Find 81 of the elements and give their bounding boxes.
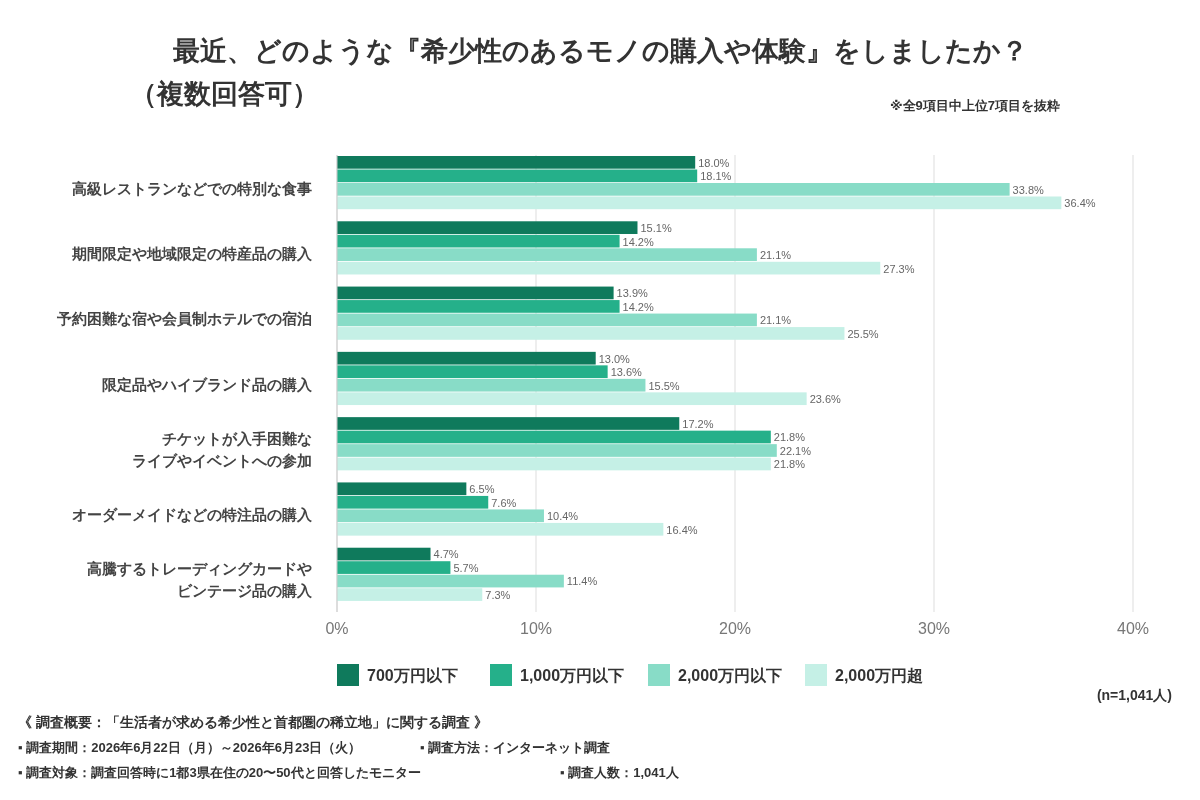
data-label: 21.8% [773,431,806,444]
bar [337,444,777,457]
y-tick-label: オーダーメイドなどの特注品の購入 [72,506,313,524]
y-tick-label: 限定品やハイブランド品の購入 [102,375,313,393]
data-label: 21.1% [759,249,792,262]
data-label: 36.4% [1064,197,1096,210]
text: ▪ 調査方法：インターネット調査 [420,740,611,755]
y-tick-label: チケットが入手困難なライブやイベントへの参加 [132,429,312,469]
y-tick-label: 予約困難な宿や会員制ホテルでの宿泊 [56,310,312,328]
data-label: 21.8% [773,458,806,471]
bar [337,509,544,523]
data-label: 18.0% [698,156,730,169]
data-label: 10.4% [546,510,579,523]
data-label: 22.1% [779,444,812,457]
bar [337,365,608,379]
data-label: 4.7% [433,548,459,561]
legend-label: 2,000万円超 [835,667,924,684]
data-label: 15.5% [648,379,680,392]
data-label: 13.9% [616,287,649,300]
data-label: 16.4% [666,523,698,536]
bar [337,561,451,574]
bar [337,588,483,601]
text: ▪ 調査期間：2026年6月22日（月）～2026年6月23日（火） [18,740,362,755]
bar [337,430,771,444]
bar [337,547,431,561]
data-label: 11.4% [566,575,598,588]
bar [337,261,881,275]
data-label: 7.3% [485,588,511,601]
bar [337,457,771,471]
y-tick-label: 高騰するトレーディングカードやビンテージ品の購入 [87,560,313,600]
bar [337,482,467,496]
data-label: 13.0% [598,352,631,365]
bar [337,156,696,169]
text: ▪ 調査人数：1,041人 [560,765,680,780]
text: 《 調査概要：「生活者が求める希少性と首都圏の稀立地」に関する調査 》 [18,714,488,730]
data-label: 25.5% [847,327,879,340]
y-tick-label: 高級レストランなどでの特別な食事 [72,179,312,197]
data-label: 15.1% [640,222,672,235]
data-label: 23.6% [809,393,842,406]
bar [337,495,489,509]
x-tick-label: 30% [917,620,951,637]
data-label: 17.2% [682,417,714,430]
bar [337,378,646,392]
bar [337,221,638,234]
chart-subtitle: （複数回答可） [130,79,319,109]
y-tick-label: 期間限定や地域限定の特産品の購入 [71,244,313,262]
x-tick-label: 20% [718,620,752,637]
bar [337,392,807,406]
bar [337,327,845,340]
legend-label: 2,000万円以下 [678,667,783,684]
data-label: 14.2% [622,235,654,248]
legend-label: 1,000万円以下 [520,667,625,684]
bar [337,417,680,430]
text: ※全9項目中上位7項目を抜粋 [889,98,1060,113]
bar [337,351,596,365]
data-label: 18.1% [700,170,732,183]
data-label: 14.2% [622,300,654,313]
chart-title: 最近、どのような『希少性のあるモノの購入や体験』をしましたか？ [171,36,1028,66]
legend-label: 700万円以下 [367,667,458,684]
data-label: 21.1% [759,314,792,327]
bar [337,522,664,536]
data-label: 13.6% [610,366,643,379]
bar [337,286,614,300]
bar [337,300,620,313]
bar [337,248,757,261]
text: (n=1,041人) [1096,687,1172,703]
data-label: 6.5% [469,483,495,496]
x-tick-label: 10% [519,620,553,637]
x-tick-label: 0% [325,620,349,637]
bar [337,313,757,327]
bar [337,183,1010,196]
data-label: 33.8% [1012,183,1045,196]
bar [337,196,1062,210]
bar [337,234,620,248]
data-label: 5.7% [453,561,479,574]
bar [337,169,698,183]
data-label: 7.6% [491,496,517,509]
bar [337,574,564,588]
text: ▪ 調査対象：調査回答時に1都3県在住の20〜50代と回答したモニター [18,765,421,780]
data-label: 27.3% [883,262,915,275]
x-tick-label: 40% [1116,620,1150,637]
